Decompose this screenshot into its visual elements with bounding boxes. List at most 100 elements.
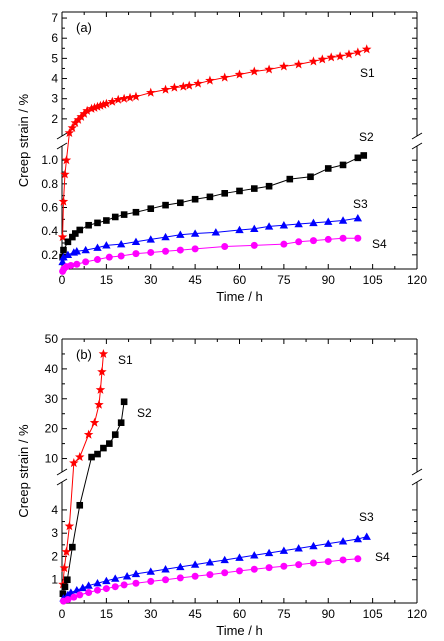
data-point	[236, 187, 243, 195]
data-point	[160, 84, 171, 94]
data-point	[326, 52, 336, 62]
y-tick-label: 0.2	[41, 248, 58, 262]
data-point	[317, 54, 328, 64]
y-tick-label: 0.4	[41, 224, 58, 238]
panel-label: (b)	[76, 347, 92, 362]
data-point	[250, 224, 259, 232]
data-point	[95, 384, 106, 394]
series-S1	[58, 348, 109, 589]
y-tick-label: 4	[51, 72, 58, 86]
data-point	[221, 569, 229, 577]
x-axis-title: Time / h	[216, 623, 262, 638]
data-point	[64, 127, 75, 138]
data-point	[295, 561, 303, 569]
data-point	[103, 217, 110, 224]
y-tick-label: 4	[51, 503, 58, 517]
data-point	[120, 581, 128, 589]
series-S2	[59, 398, 128, 597]
data-point	[60, 169, 70, 179]
data-point	[361, 44, 372, 54]
data-point	[69, 543, 76, 551]
data-point	[94, 586, 101, 594]
data-point	[81, 245, 90, 254]
data-point	[249, 66, 260, 76]
data-point	[279, 61, 289, 71]
y-tick-label: 0.6	[41, 201, 58, 215]
data-point	[120, 211, 128, 218]
data-point	[264, 64, 274, 74]
data-point	[294, 544, 303, 552]
data-point	[294, 219, 303, 228]
data-point	[102, 576, 111, 585]
series-S3	[58, 213, 363, 266]
data-point	[178, 81, 189, 91]
data-point	[61, 546, 72, 556]
series-line	[62, 48, 367, 238]
data-point	[60, 246, 67, 254]
axis-break-mark	[56, 142, 68, 150]
x-tick-label: 120	[407, 273, 427, 287]
x-axis-title: Time / h	[216, 289, 262, 304]
data-point	[211, 228, 221, 236]
y-tick-label: 1.0	[41, 153, 58, 167]
y-tick-label: 30	[45, 392, 59, 406]
data-point	[279, 221, 289, 229]
data-point	[125, 92, 135, 102]
data-point	[113, 94, 123, 104]
data-point	[339, 234, 347, 242]
data-point	[67, 261, 75, 269]
data-point	[76, 501, 84, 509]
data-point	[234, 69, 245, 79]
data-point	[85, 221, 92, 229]
data-point	[78, 583, 87, 592]
data-point	[162, 201, 169, 209]
data-point	[354, 234, 362, 242]
data-point	[111, 213, 119, 221]
data-point	[206, 571, 214, 579]
data-point	[64, 521, 75, 531]
data-point	[219, 72, 230, 82]
y-tick-label: 7	[51, 11, 58, 25]
data-point	[235, 553, 244, 561]
data-point	[235, 225, 244, 234]
data-point	[82, 105, 92, 115]
data-point	[132, 208, 140, 216]
data-point	[338, 537, 348, 545]
y-tick-label: 6	[51, 31, 58, 45]
x-tick-label: 90	[322, 273, 336, 287]
y-tick-label: 3	[51, 526, 58, 540]
data-point	[98, 348, 109, 358]
data-point	[176, 246, 184, 254]
data-point	[324, 165, 332, 172]
data-point	[111, 574, 120, 582]
data-point	[59, 563, 70, 573]
data-point	[264, 222, 274, 230]
data-point	[354, 154, 362, 162]
data-point	[84, 581, 93, 589]
data-point	[353, 213, 363, 222]
x-tick-label: 15	[100, 607, 114, 621]
series-label: S2	[359, 130, 374, 144]
data-point	[92, 101, 103, 111]
series-label: S2	[137, 406, 152, 420]
data-point	[131, 237, 141, 245]
data-point	[177, 199, 184, 207]
data-point	[309, 541, 318, 550]
data-point	[70, 117, 81, 127]
y-tick-label: 3	[51, 92, 58, 106]
x-tick-label: 60	[233, 273, 247, 287]
data-point	[191, 195, 199, 203]
panel-label: (a)	[76, 20, 92, 35]
data-point	[221, 243, 229, 251]
data-point	[67, 122, 78, 132]
data-point	[94, 399, 104, 409]
series-label: S1	[118, 353, 133, 367]
series-S4	[59, 555, 362, 605]
data-point	[106, 440, 113, 447]
series-line	[62, 154, 364, 258]
data-point	[61, 155, 72, 165]
data-point	[145, 87, 156, 97]
series-label: S1	[360, 66, 375, 80]
data-point	[360, 152, 368, 159]
data-point	[72, 230, 79, 237]
